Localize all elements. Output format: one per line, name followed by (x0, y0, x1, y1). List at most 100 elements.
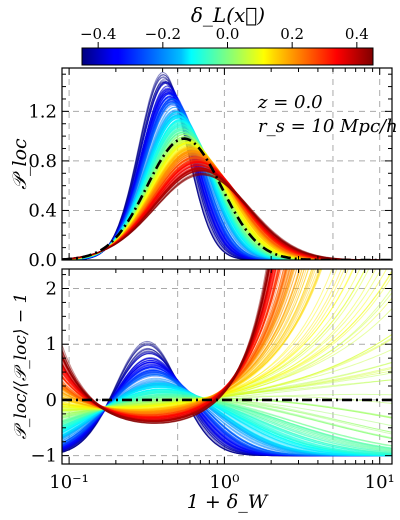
top-axes-frame (61, 67, 393, 261)
bottom-series-line (62, 269, 292, 414)
bottom-series-line (62, 269, 287, 416)
top-series-line (62, 133, 392, 260)
x-tick-label: 10⁻¹ (49, 472, 89, 493)
bottom-series-line (62, 269, 273, 419)
bottom-series-line (62, 347, 392, 457)
bottom-series-line (62, 388, 392, 456)
bottom-series-line (62, 269, 293, 413)
top-series-line (62, 165, 392, 260)
bottom-series-line (62, 357, 392, 457)
bottom-series-line (62, 358, 392, 457)
bottom-series-line (62, 369, 392, 457)
bottom-series-line (62, 395, 392, 453)
top-series-line (62, 133, 392, 260)
x-tick-label: 10¹ (365, 472, 395, 493)
bottom-ylabel: 𝒫_loc/⟨𝒫_loc⟩ − 1 (11, 293, 31, 440)
bottom-series-line (62, 377, 392, 457)
bottom-series-line (62, 366, 392, 457)
bottom-series-line (62, 374, 392, 457)
top-series-line (62, 138, 392, 260)
top-series-line (62, 90, 392, 260)
top-series-line (62, 161, 392, 260)
top-series-line (62, 98, 392, 260)
top-series-line (62, 95, 392, 260)
top-series-line (62, 168, 392, 260)
bottom-series-line (62, 361, 392, 457)
bottom-series-line (62, 269, 270, 421)
top-series-line (62, 81, 392, 260)
bottom-series-line (62, 269, 290, 414)
bottom-series-line (62, 269, 270, 424)
bottom-series-line (62, 269, 370, 409)
top-series-line (62, 138, 392, 260)
top-series-line (62, 98, 392, 260)
bottom-series-line (62, 269, 289, 414)
bottom-series-line (62, 390, 392, 456)
bottom-series-line (62, 351, 392, 457)
bottom-series-line (62, 269, 309, 413)
bottom-series-line (62, 269, 355, 408)
bottom-series-line (62, 269, 270, 423)
bottom-series-line (62, 361, 392, 457)
bottom-series-line (62, 388, 392, 456)
bottom-series-line (62, 390, 392, 456)
x-tick-label: 10⁰ (209, 472, 239, 493)
bottom-series-line (62, 269, 303, 411)
top-series-line (62, 88, 392, 260)
bottom-series-line (62, 269, 315, 412)
top-series-line (62, 131, 392, 260)
top-series-line (62, 131, 392, 260)
bottom-panel: 10⁻¹ 10⁰ 10¹ −1 0 1 2 𝒫_loc/⟨𝒫_loc⟩ − 1 1 + δ_… (11, 268, 395, 513)
bottom-series-line (62, 269, 281, 416)
colorbar-tick-label: −0.4 (80, 25, 116, 43)
bottom-series-line (62, 370, 392, 457)
top-series-line (62, 138, 392, 260)
bottom-series-line (62, 396, 392, 447)
top-series-line (62, 82, 392, 260)
top-series-line (62, 134, 392, 260)
top-series-line (62, 167, 392, 260)
bottom-series-line (62, 269, 281, 416)
bottom-series-line (62, 269, 269, 424)
bottom-series-line (62, 399, 392, 433)
y-tick-label: 0.4 (28, 200, 57, 221)
bottom-series-line (62, 361, 392, 457)
bottom-series-line (62, 343, 392, 457)
bottom-series-line (62, 308, 392, 409)
top-series-line (62, 91, 392, 260)
top-series-line (62, 98, 392, 260)
y-tick-label: 0.8 (28, 151, 57, 172)
top-series-line (62, 142, 392, 260)
top-series-line (62, 81, 392, 260)
bottom-series-line (62, 390, 392, 456)
bottom-series-line (62, 371, 392, 457)
top-series-line (62, 136, 392, 260)
bottom-series-line (62, 269, 272, 421)
top-series-line (62, 93, 392, 260)
bottom-series-line (62, 368, 392, 412)
bottom-series-line (62, 353, 392, 457)
annotation-redshift: z = 0.0 (257, 92, 323, 113)
bottom-series-line (62, 269, 298, 413)
top-series-line (62, 167, 392, 260)
bottom-series-line (62, 269, 280, 417)
bottom-series-line (62, 389, 392, 456)
top-series-line (62, 167, 392, 260)
bottom-series-line (62, 269, 307, 413)
bottom-series-line (62, 269, 271, 423)
bottom-series-line (62, 269, 273, 421)
top-series-line (62, 96, 392, 260)
top-series-line (62, 166, 392, 260)
bottom-series-line (62, 392, 392, 456)
bottom-ticks: 10⁻¹ 10⁰ 10¹ −1 0 1 2 (30, 269, 395, 493)
bottom-series-line (62, 363, 392, 457)
bottom-xlabel: 1 + δ_W (187, 491, 269, 513)
top-series-line (62, 167, 392, 260)
y-tick-label: 2 (46, 279, 57, 300)
bottom-series-line (62, 269, 333, 411)
bottom-series-line (62, 396, 392, 450)
bottom-series-line (62, 269, 313, 411)
bottom-series-line (62, 269, 272, 422)
top-series-line (62, 98, 392, 260)
top-series-line (62, 142, 392, 260)
